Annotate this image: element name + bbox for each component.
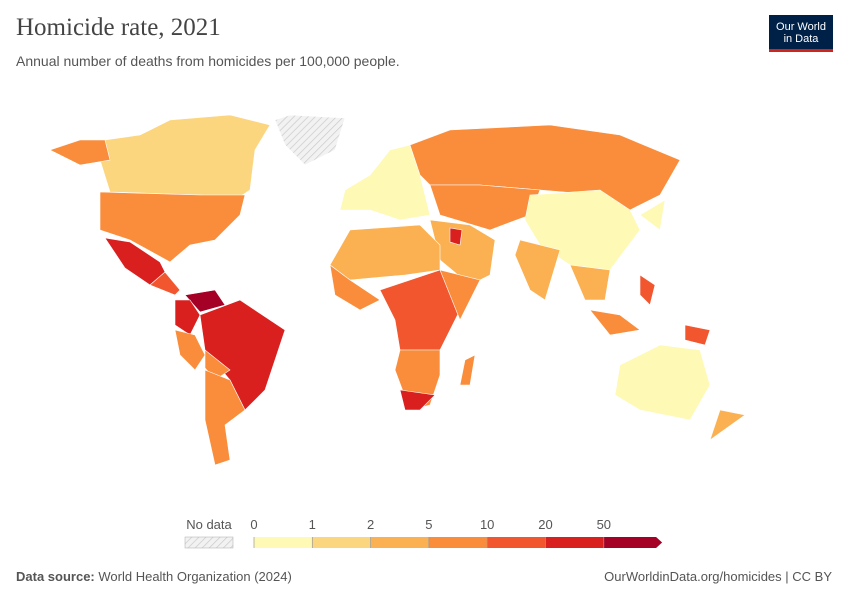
legend-tick-label: 20 bbox=[538, 517, 552, 532]
country[interactable] bbox=[184, 289, 226, 313]
legend-bin bbox=[428, 537, 488, 548]
logo[interactable]: Our World in Data bbox=[769, 15, 833, 52]
title: Homicide rate, 2021 bbox=[16, 14, 221, 41]
country[interactable] bbox=[439, 269, 481, 321]
country[interactable] bbox=[569, 264, 611, 301]
logo-line: in Data bbox=[783, 33, 819, 45]
country[interactable] bbox=[639, 274, 656, 306]
legend: No data 0 1 2 5 10 20 50 bbox=[184, 517, 663, 549]
legend-tick-label: 5 bbox=[425, 517, 432, 532]
source-label: Data source: bbox=[16, 569, 95, 584]
no-data-swatch bbox=[184, 536, 234, 549]
country[interactable] bbox=[99, 191, 246, 263]
country[interactable] bbox=[684, 324, 711, 346]
country[interactable] bbox=[149, 271, 181, 296]
subtitle: Annual number of deaths from homicides p… bbox=[16, 53, 400, 69]
legend-bin bbox=[254, 537, 313, 548]
legend-tick-label: 2 bbox=[367, 517, 374, 532]
country[interactable] bbox=[589, 309, 641, 336]
legend-bin bbox=[603, 537, 663, 548]
legend-bin bbox=[312, 537, 371, 548]
country[interactable] bbox=[329, 264, 381, 311]
legend-bin bbox=[487, 537, 546, 548]
country[interactable] bbox=[399, 389, 436, 411]
country[interactable] bbox=[99, 114, 271, 201]
source: Data source: World Health Organization (… bbox=[16, 569, 292, 584]
legend-bin bbox=[370, 537, 429, 548]
link[interactable]: OurWorldinData.org/homicides | CC BY bbox=[604, 569, 832, 584]
logo-line: Our World bbox=[776, 21, 826, 33]
legend-bin bbox=[545, 537, 604, 548]
legend-tick-label: 0 bbox=[250, 517, 257, 532]
legend-tick-label: 10 bbox=[480, 517, 494, 532]
country[interactable] bbox=[174, 299, 201, 336]
countries bbox=[49, 114, 746, 466]
country[interactable] bbox=[329, 224, 441, 281]
country[interactable] bbox=[709, 409, 746, 441]
legend-tick-label: 1 bbox=[309, 517, 316, 532]
no-data-label: No data bbox=[186, 517, 232, 532]
country[interactable] bbox=[204, 369, 246, 466]
country[interactable] bbox=[614, 344, 711, 421]
country[interactable] bbox=[174, 329, 206, 371]
legend-tick-label: 50 bbox=[597, 517, 611, 532]
country[interactable] bbox=[514, 239, 561, 301]
country[interactable] bbox=[274, 114, 346, 166]
country[interactable] bbox=[449, 227, 463, 246]
country[interactable] bbox=[49, 139, 111, 166]
country[interactable] bbox=[639, 199, 666, 231]
country[interactable] bbox=[459, 354, 476, 386]
source-text: World Health Organization (2024) bbox=[98, 569, 292, 584]
